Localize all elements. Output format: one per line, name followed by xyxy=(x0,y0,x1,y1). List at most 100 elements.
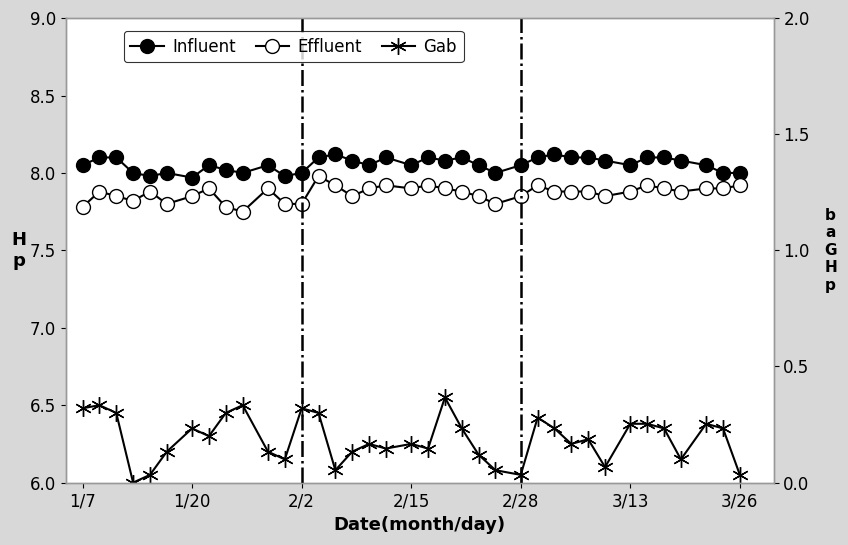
Gab xyxy=(77,405,87,411)
Gab xyxy=(237,402,248,408)
Effluent xyxy=(583,188,594,195)
Influent xyxy=(330,151,340,158)
Effluent xyxy=(128,197,138,204)
Influent xyxy=(263,162,273,168)
Influent xyxy=(600,158,610,164)
Effluent xyxy=(734,182,745,189)
Influent xyxy=(145,173,155,179)
Effluent xyxy=(280,201,290,207)
Gab xyxy=(718,425,728,432)
Effluent xyxy=(659,185,669,192)
Gab xyxy=(734,471,745,478)
Influent xyxy=(550,151,560,158)
Influent xyxy=(566,154,577,161)
Gab xyxy=(111,410,121,416)
Effluent xyxy=(263,185,273,192)
Gab xyxy=(280,456,290,463)
Line: Gab: Gab xyxy=(75,389,748,491)
Effluent xyxy=(314,173,324,179)
Influent xyxy=(490,169,500,176)
Influent xyxy=(440,158,450,164)
Gab xyxy=(297,405,307,411)
Gab xyxy=(625,421,635,427)
Gab xyxy=(204,433,214,439)
Effluent xyxy=(77,204,87,210)
Gab xyxy=(381,445,391,452)
Gab xyxy=(220,410,231,416)
Gab xyxy=(516,471,526,478)
Effluent xyxy=(642,182,652,189)
Effluent xyxy=(625,188,635,195)
Effluent xyxy=(473,193,483,199)
Gab xyxy=(473,451,483,458)
Effluent xyxy=(718,185,728,192)
Influent xyxy=(381,154,391,161)
Influent xyxy=(457,154,467,161)
Gab xyxy=(263,449,273,455)
Legend: Influent, Effluent, Gab: Influent, Effluent, Gab xyxy=(124,31,464,63)
Influent xyxy=(187,174,198,181)
Influent xyxy=(237,169,248,176)
Influent xyxy=(583,154,594,161)
Influent xyxy=(162,169,172,176)
Influent xyxy=(280,173,290,179)
Effluent xyxy=(406,185,416,192)
Gab xyxy=(440,394,450,401)
Gab xyxy=(583,436,594,443)
Gab xyxy=(94,402,104,408)
Effluent xyxy=(330,182,340,189)
Influent xyxy=(533,154,543,161)
Gab xyxy=(701,421,711,427)
Influent xyxy=(94,154,104,161)
Influent xyxy=(406,162,416,168)
Effluent xyxy=(457,188,467,195)
Gab xyxy=(364,441,374,447)
Influent xyxy=(220,167,231,173)
Gab xyxy=(533,414,543,421)
Influent xyxy=(423,154,433,161)
Gab xyxy=(659,425,669,432)
Effluent xyxy=(381,182,391,189)
Gab xyxy=(187,425,198,432)
Effluent xyxy=(676,188,686,195)
Effluent xyxy=(347,193,357,199)
Gab xyxy=(128,480,138,486)
Gab xyxy=(642,421,652,427)
Gab xyxy=(330,467,340,474)
Effluent xyxy=(516,193,526,199)
Gab xyxy=(566,441,577,447)
Influent xyxy=(128,169,138,176)
Gab xyxy=(490,467,500,474)
Effluent xyxy=(162,201,172,207)
X-axis label: Date(month/day): Date(month/day) xyxy=(333,516,505,534)
Effluent xyxy=(600,193,610,199)
Influent xyxy=(473,162,483,168)
Effluent xyxy=(701,185,711,192)
Effluent xyxy=(220,204,231,210)
Gab xyxy=(600,464,610,470)
Effluent xyxy=(237,208,248,215)
Influent xyxy=(314,154,324,161)
Gab xyxy=(347,449,357,455)
Gab xyxy=(314,410,324,416)
Gab xyxy=(145,471,155,478)
Effluent xyxy=(566,188,577,195)
Effluent xyxy=(297,201,307,207)
Effluent xyxy=(550,188,560,195)
Gab xyxy=(162,449,172,455)
Effluent xyxy=(440,185,450,192)
Effluent xyxy=(204,185,214,192)
Line: Influent: Influent xyxy=(75,147,747,185)
Influent xyxy=(642,154,652,161)
Influent xyxy=(734,169,745,176)
Influent xyxy=(625,162,635,168)
Influent xyxy=(718,169,728,176)
Gab xyxy=(406,441,416,447)
Effluent xyxy=(490,201,500,207)
Effluent xyxy=(145,188,155,195)
Y-axis label: H
p: H p xyxy=(11,231,26,270)
Influent xyxy=(364,162,374,168)
Influent xyxy=(297,169,307,176)
Y-axis label: b
a
G
H
p: b a G H p xyxy=(824,208,837,293)
Effluent xyxy=(533,182,543,189)
